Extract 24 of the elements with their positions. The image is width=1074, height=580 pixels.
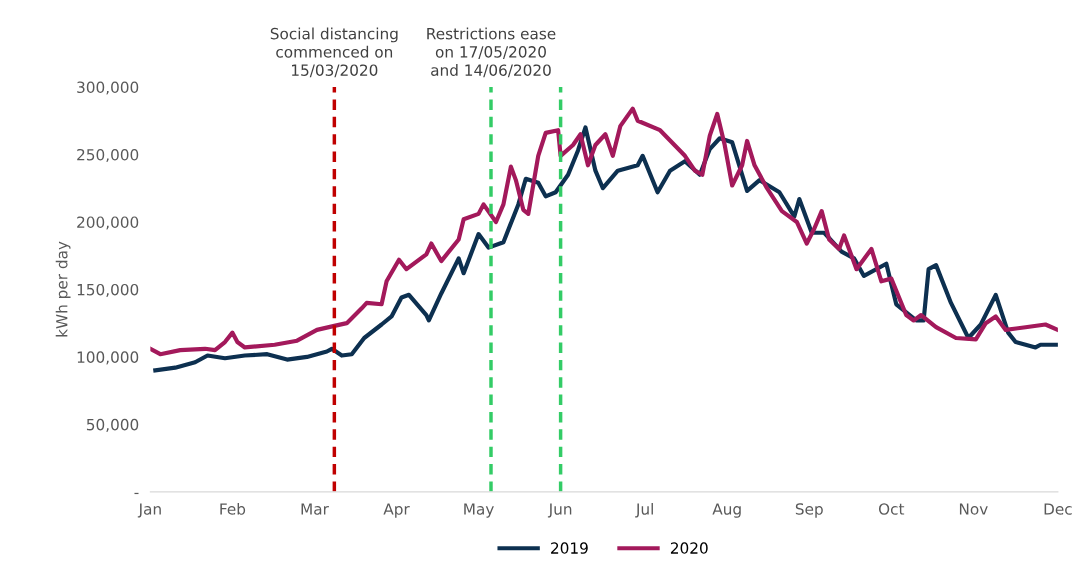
- y-tick-label: 300,000: [77, 81, 139, 95]
- x-tick-label: May: [464, 503, 494, 518]
- x-tick-label: Dec: [1044, 503, 1072, 515]
- y-tick-label: 150,000: [77, 283, 139, 297]
- y-axis-title: kWh per day: [55, 241, 71, 337]
- x-tick-label: Aug: [712, 503, 741, 518]
- legend-label: 2020: [670, 542, 708, 554]
- y-tick-label: 100,000: [77, 351, 139, 365]
- x-tick-label: Jan: [137, 503, 161, 518]
- ref-line-label: Restrictions ease on 17/05/2020 and 14/06/2020: [427, 27, 556, 78]
- x-tick-label: Apr: [383, 503, 410, 518]
- x-tick-label: Jul: [635, 502, 653, 518]
- y-tick-label: 250,000: [77, 148, 139, 163]
- y-tick-label: -: [134, 492, 139, 495]
- x-tick-label: Sep: [795, 503, 823, 518]
- x-tick-label: Feb: [220, 502, 246, 515]
- x-tick-label: Nov: [959, 503, 988, 515]
- x-tick-label: Mar: [301, 503, 329, 515]
- x-tick-label: Jun: [547, 503, 572, 518]
- legend-label: 2019: [551, 542, 588, 554]
- x-tick-label: Oct: [878, 503, 905, 515]
- y-tick-label: 200,000: [77, 216, 139, 230]
- ref-line-label: Social distancing commenced on 15/03/2020: [270, 27, 398, 78]
- y-tick-label: 50,000: [86, 418, 139, 432]
